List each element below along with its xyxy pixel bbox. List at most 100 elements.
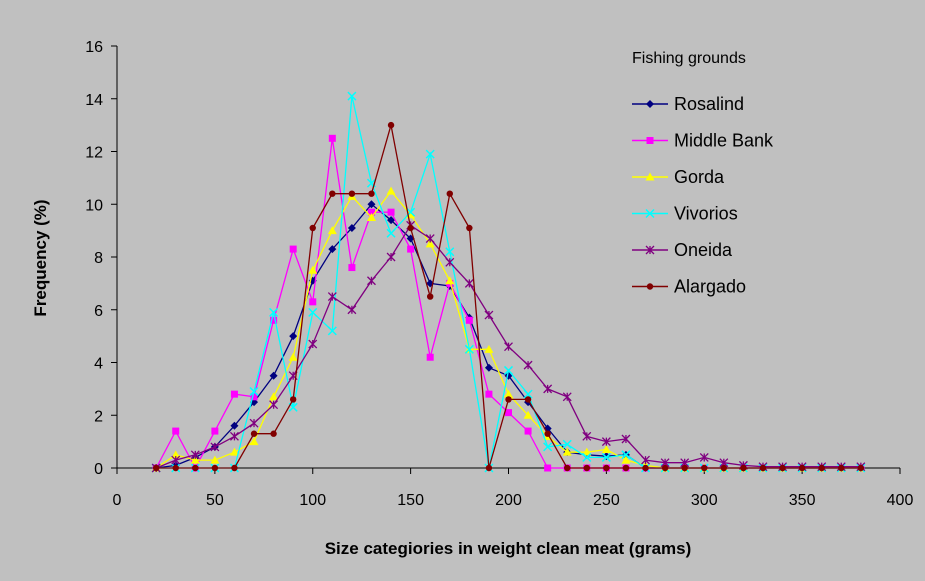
legend-label: Gorda bbox=[674, 167, 725, 187]
data-point-vivorios bbox=[308, 307, 318, 317]
data-point-vivorios bbox=[425, 149, 435, 159]
x-tick-label: 300 bbox=[691, 492, 718, 509]
data-point-alargado bbox=[427, 293, 434, 300]
series-alargado bbox=[152, 121, 865, 472]
y-tick-label: 16 bbox=[85, 39, 103, 56]
data-point-gorda bbox=[582, 447, 592, 456]
data-point-alargado bbox=[524, 396, 532, 403]
data-point-alargado bbox=[289, 396, 297, 403]
data-point-vivorios bbox=[249, 386, 259, 397]
x-tick-label: 200 bbox=[495, 492, 522, 509]
data-point-oneida bbox=[425, 234, 435, 243]
data-point-middle-bank bbox=[524, 427, 532, 435]
data-point-oneida bbox=[641, 455, 650, 465]
legend-item-alargado: Alargado bbox=[632, 277, 746, 297]
data-point-gorda bbox=[621, 455, 631, 464]
data-point-middle-bank bbox=[426, 353, 434, 361]
data-point-oneida bbox=[464, 278, 474, 288]
data-point-alargado bbox=[172, 464, 179, 472]
data-point-oneida bbox=[171, 455, 181, 465]
x-tick-label: 0 bbox=[113, 492, 122, 509]
data-point-alargado bbox=[661, 464, 669, 472]
data-point-middle-bank bbox=[505, 409, 512, 417]
y-tick-label: 0 bbox=[94, 461, 103, 478]
data-point-vivorios bbox=[523, 389, 533, 399]
data-point-alargado bbox=[152, 464, 160, 472]
data-point-oneida bbox=[543, 384, 553, 394]
data-point-middle-bank bbox=[309, 298, 317, 306]
data-point-gorda bbox=[484, 344, 494, 353]
series-layer bbox=[151, 91, 866, 473]
data-point-rosalind bbox=[269, 371, 278, 380]
data-point-oneida bbox=[190, 450, 200, 460]
data-point-alargado bbox=[505, 396, 512, 403]
data-point-rosalind bbox=[367, 200, 376, 209]
data-point-oneida bbox=[562, 392, 572, 402]
data-point-oneida bbox=[386, 252, 396, 262]
data-point-alargado bbox=[309, 224, 316, 232]
data-point-rosalind bbox=[484, 363, 493, 372]
data-point-gorda bbox=[504, 389, 513, 398]
legend-item-vivorios: Vivorios bbox=[632, 204, 738, 224]
data-point-vivorios bbox=[543, 442, 553, 452]
data-point-middle-bank bbox=[544, 464, 552, 472]
y-tick-label: 4 bbox=[94, 356, 103, 373]
data-point-gorda bbox=[425, 239, 435, 248]
data-point-middle-bank bbox=[289, 245, 297, 253]
data-point-alargado bbox=[603, 464, 610, 472]
legend: Fishing grounds Rosalind Middle Bank Gorda… bbox=[632, 50, 774, 297]
data-point-gorda bbox=[601, 445, 611, 454]
data-point-vivorios bbox=[347, 91, 357, 101]
data-point-vivorios bbox=[386, 228, 396, 238]
data-point-alargado bbox=[544, 430, 551, 437]
data-point-oneida bbox=[229, 431, 239, 441]
data-point-middle-bank bbox=[387, 208, 395, 216]
data-point-rosalind bbox=[289, 332, 298, 341]
data-point-vivorios bbox=[269, 307, 279, 317]
data-point-gorda bbox=[269, 392, 279, 401]
data-point-gorda bbox=[308, 265, 318, 274]
data-point-gorda bbox=[171, 450, 181, 459]
x-tick-label: 100 bbox=[299, 492, 326, 509]
data-point-alargado bbox=[681, 464, 688, 472]
legend-label: Oneida bbox=[674, 240, 733, 260]
data-point-gorda bbox=[210, 455, 220, 464]
data-point-alargado bbox=[270, 430, 277, 437]
data-point-gorda bbox=[523, 410, 533, 419]
data-point-alargado bbox=[329, 190, 336, 197]
data-point-gorda bbox=[249, 437, 259, 446]
data-point-gorda bbox=[190, 455, 200, 464]
legend-marker bbox=[646, 283, 654, 290]
data-point-vivorios bbox=[621, 450, 631, 460]
y-tick-label: 8 bbox=[94, 250, 103, 267]
data-point-middle-bank bbox=[367, 208, 375, 216]
data-point-oneida bbox=[327, 292, 337, 302]
data-point-middle-bank bbox=[407, 245, 415, 253]
legend-label: Middle Bank bbox=[674, 131, 774, 151]
data-point-alargado bbox=[701, 464, 708, 472]
data-point-middle-bank bbox=[328, 134, 336, 142]
data-point-alargado bbox=[798, 464, 806, 472]
data-point-middle-bank bbox=[211, 427, 219, 435]
data-point-alargado bbox=[250, 430, 258, 437]
data-point-alargado bbox=[368, 190, 375, 197]
data-point-gorda bbox=[366, 212, 376, 221]
legend-marker bbox=[646, 137, 654, 144]
data-point-rosalind bbox=[602, 452, 611, 461]
data-point-alargado bbox=[466, 224, 473, 232]
data-point-oneida bbox=[347, 305, 357, 315]
data-point-middle-bank bbox=[230, 390, 238, 398]
y-tick-label: 14 bbox=[85, 92, 103, 109]
legend-marker bbox=[645, 245, 655, 255]
data-point-alargado bbox=[231, 464, 238, 472]
data-point-oneida bbox=[210, 442, 220, 452]
x-tick-label: 400 bbox=[887, 492, 914, 509]
data-point-middle-bank bbox=[348, 264, 356, 272]
legend-item-oneida: Oneida bbox=[632, 240, 733, 260]
data-point-gorda bbox=[386, 186, 396, 195]
data-point-gorda bbox=[229, 447, 239, 456]
data-point-alargado bbox=[818, 464, 825, 472]
legend-label: Vivorios bbox=[674, 204, 738, 224]
